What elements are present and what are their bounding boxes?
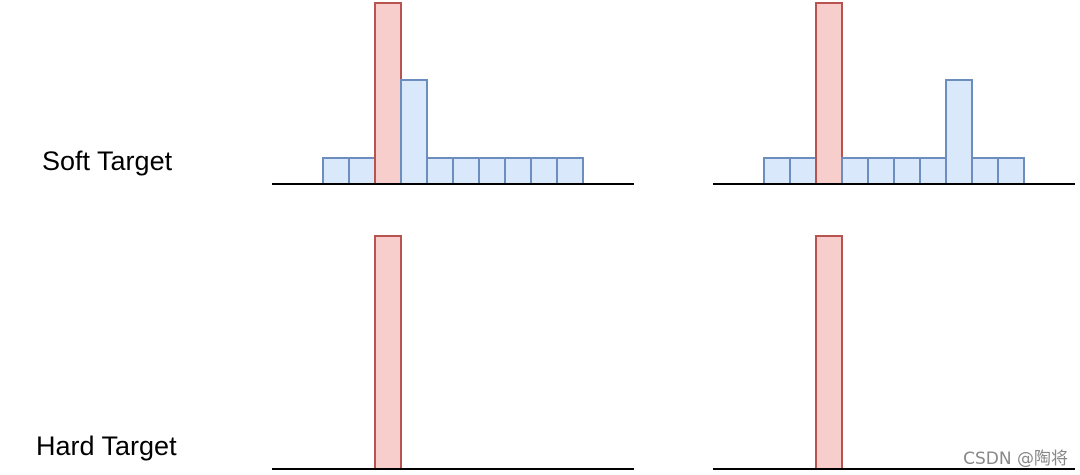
prob-bar [530, 157, 558, 185]
prob-bar [348, 157, 376, 185]
prob-bar [426, 157, 454, 185]
true-class-bar [815, 2, 843, 185]
true-class-bar [374, 2, 402, 185]
prob-bar [452, 157, 480, 185]
prob-bar [478, 157, 506, 185]
prob-bar [841, 157, 869, 185]
prob-bar [919, 157, 947, 185]
prob-bar [400, 79, 428, 185]
true-class-bar [374, 235, 402, 470]
prob-bar [556, 157, 584, 185]
prob-bar [893, 157, 921, 185]
prob-bar [971, 157, 999, 185]
prob-bar [997, 157, 1025, 185]
prob-bar [789, 157, 817, 185]
prob-bar [322, 157, 350, 185]
prob-bar [504, 157, 532, 185]
watermark: CSDN @陶将 [963, 449, 1068, 469]
true-class-bar [815, 235, 843, 470]
prob-bar [945, 79, 973, 185]
prob-bar [763, 157, 791, 185]
hard-target-label: Hard Target [36, 431, 177, 461]
prob-bar [867, 157, 895, 185]
soft-target-label: Soft Target [42, 146, 173, 176]
